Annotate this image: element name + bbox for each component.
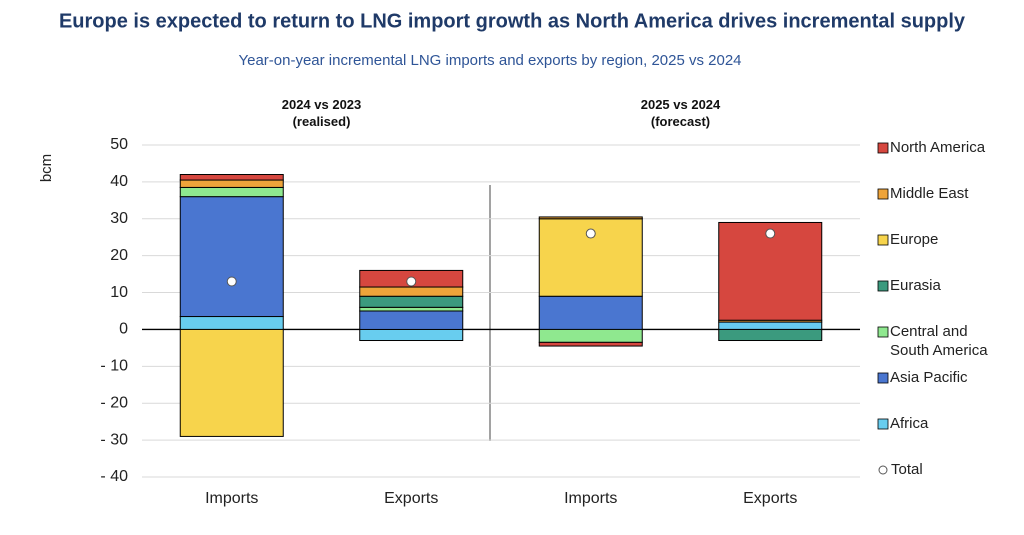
- bar-segment: [538, 216, 643, 220]
- bar-segment: [179, 196, 284, 318]
- x-tick-label: Imports: [205, 490, 258, 507]
- bar-segment: [538, 341, 643, 347]
- bar-segment: [359, 286, 464, 297]
- total-marker: [585, 228, 596, 239]
- y-tick-label: 0: [119, 321, 128, 338]
- legend-swatch: [877, 280, 889, 292]
- total-marker: [406, 276, 417, 287]
- y-tick-label: - 10: [100, 358, 128, 375]
- legend-label: North America: [890, 139, 986, 156]
- y-tick-label: 10: [110, 284, 128, 301]
- bar-segment: [359, 310, 464, 330]
- y-tick-label: 50: [110, 136, 128, 153]
- y-tick-label: - 20: [100, 394, 128, 411]
- bar-segment: [179, 328, 284, 437]
- bar-segment: [179, 179, 284, 188]
- bar-segment: [179, 316, 284, 330]
- group-label: 2025 vs 2024 (forecast): [640, 97, 721, 129]
- bar-segment: [718, 321, 823, 330]
- bar-segment: [718, 328, 823, 342]
- legend-label: Africa: [890, 415, 929, 432]
- bar-segment: [179, 186, 284, 198]
- legend-marker: [878, 465, 888, 475]
- total-marker: [765, 228, 776, 239]
- total-marker: [226, 276, 237, 287]
- bar-segment: [718, 221, 823, 321]
- legend-swatch: [877, 234, 889, 246]
- bar-segment: [359, 306, 464, 312]
- legend-swatch: [877, 142, 889, 154]
- legend-label: Total: [891, 461, 923, 478]
- x-tick-label: Exports: [743, 490, 797, 507]
- bar-segment: [359, 295, 464, 308]
- x-tick-label: Exports: [384, 490, 438, 507]
- bar-segment: [179, 174, 284, 181]
- legend-swatch: [877, 418, 889, 430]
- bar-segment: [359, 328, 464, 342]
- chart-title: Europe is expected to return to LNG impo…: [59, 10, 966, 32]
- bar-segment: [538, 328, 643, 343]
- y-tick-label: 20: [110, 247, 128, 264]
- y-tick-label: - 40: [100, 468, 128, 485]
- x-tick-label: Imports: [564, 490, 617, 507]
- legend-swatch: [877, 326, 889, 338]
- y-tick-label: 40: [110, 173, 128, 190]
- y-axis-label: bcm: [38, 154, 55, 182]
- group-label: 2024 vs 2023 (realised): [281, 97, 362, 129]
- legend-label: Eurasia: [890, 277, 941, 294]
- legend-label: Middle East: [890, 185, 969, 202]
- chart-subtitle: Year-on-year incremental LNG imports and…: [238, 52, 741, 69]
- y-tick-label: - 30: [100, 431, 128, 448]
- legend-swatch: [877, 372, 889, 384]
- bar-segment: [538, 295, 643, 330]
- legend-label: Europe: [890, 231, 939, 248]
- legend-swatch: [877, 188, 889, 200]
- y-tick-label: 30: [110, 210, 128, 227]
- legend-label: Central and South America: [890, 323, 988, 359]
- legend-label: Asia Pacific: [890, 369, 968, 386]
